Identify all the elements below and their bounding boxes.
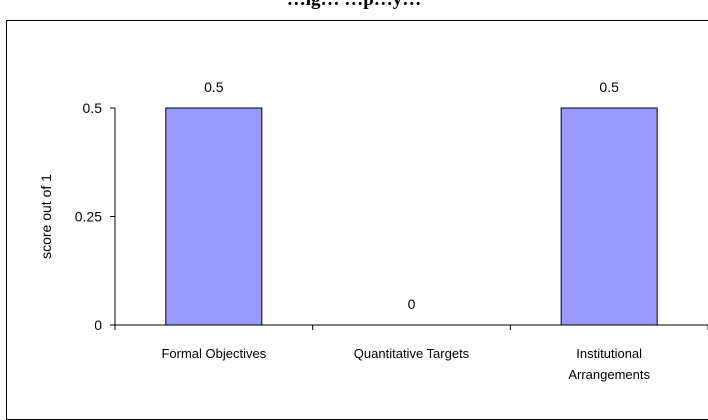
chart-bars: [165, 107, 658, 326]
category-label: Formal Objectives: [161, 346, 266, 361]
y-tick-label: 0: [94, 317, 102, 333]
category-label: Arrangements: [568, 367, 650, 382]
y-tick-label: 0.25: [75, 209, 102, 225]
data-label: 0.5: [599, 79, 619, 95]
data-label: 0.5: [204, 79, 224, 95]
y-tick-label: 0.5: [83, 100, 103, 116]
bar: [165, 107, 263, 326]
chart-labels: score out of 1 0.5 Formal Objectives 0 Quant…: [38, 79, 650, 382]
chart-title: …ig… …p…y…: [0, 0, 708, 11]
category-label: Institutional: [576, 346, 642, 361]
y-axis-label: score out of 1: [38, 174, 54, 259]
bar-chart: 0 0.25 0.5 score out of 1 0.5 Formal Objecti…: [38, 79, 708, 382]
data-label: 0: [408, 296, 416, 312]
bar: [560, 107, 658, 326]
category-label: Quantitative Targets: [354, 346, 470, 361]
